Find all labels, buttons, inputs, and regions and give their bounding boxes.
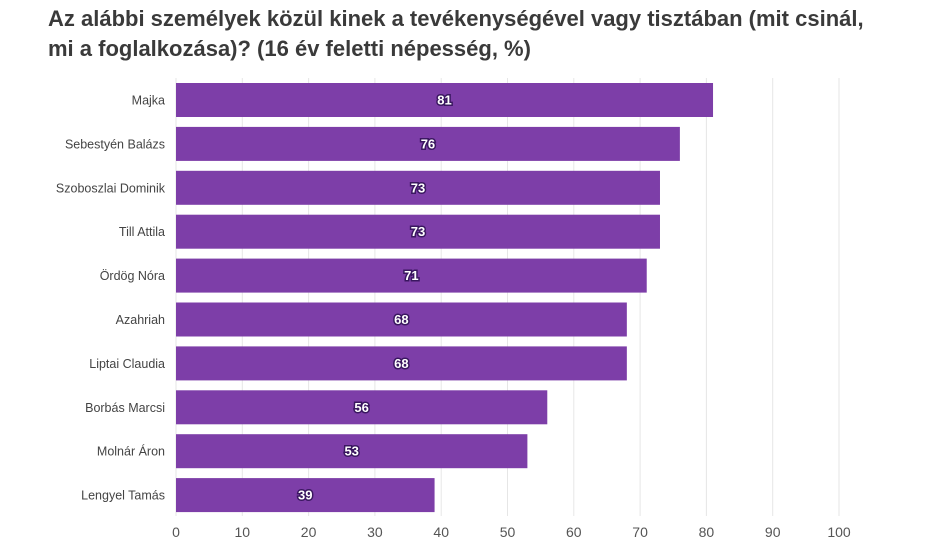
category-label: Borbás Marcsi (85, 401, 165, 415)
bar (176, 434, 528, 469)
category-label: Till Attila (119, 225, 165, 239)
value-label: 81 (437, 93, 451, 108)
category-label: Ördög Nóra (100, 269, 165, 283)
value-label: 56 (354, 400, 368, 415)
x-tick-label: 100 (827, 524, 851, 540)
x-tick-label: 10 (235, 524, 251, 540)
x-tick-label: 50 (500, 524, 516, 540)
x-tick-label: 30 (367, 524, 383, 540)
bar (176, 258, 647, 293)
bar (176, 170, 660, 205)
value-label: 76 (421, 136, 435, 151)
value-labels: 81 76 73 73 71 68 68 56 53 39 (297, 91, 454, 504)
category-label: Szoboszlai Dominik (56, 181, 166, 195)
category-label: Sebestyén Balázs (65, 137, 165, 151)
bar (176, 390, 548, 425)
bar (176, 346, 627, 381)
value-label: 68 (394, 356, 408, 371)
x-tick-label: 40 (433, 524, 449, 540)
bar (176, 126, 680, 161)
x-tick-label: 20 (301, 524, 317, 540)
bar (176, 478, 435, 513)
bar (176, 302, 627, 337)
value-label: 73 (411, 224, 425, 239)
value-label: 68 (394, 312, 408, 327)
bars (176, 83, 714, 513)
category-label: Majka (132, 94, 165, 108)
category-labels: Majka Sebestyén Balázs Szoboszlai Dominik T… (56, 94, 166, 503)
x-tick-label: 60 (566, 524, 582, 540)
x-axis-ticks: 0 10 20 30 40 50 60 70 80 90 100 (172, 524, 851, 540)
category-label: Azahriah (116, 313, 165, 327)
category-label: Molnár Áron (97, 444, 165, 459)
bar (176, 83, 714, 117)
value-label: 53 (344, 444, 358, 459)
x-tick-label: 70 (632, 524, 648, 540)
x-tick-label: 80 (699, 524, 715, 540)
chart-title: Az alábbi személyek közül kinek a tevéke… (48, 6, 864, 61)
value-label: 73 (411, 180, 425, 195)
value-label: 71 (404, 268, 418, 283)
x-tick-label: 90 (765, 524, 781, 540)
bar (176, 214, 660, 249)
x-tick-label: 0 (172, 524, 180, 540)
value-label: 39 (298, 488, 312, 503)
category-label: Lengyel Tamás (81, 489, 165, 503)
category-label: Liptai Claudia (89, 357, 165, 371)
